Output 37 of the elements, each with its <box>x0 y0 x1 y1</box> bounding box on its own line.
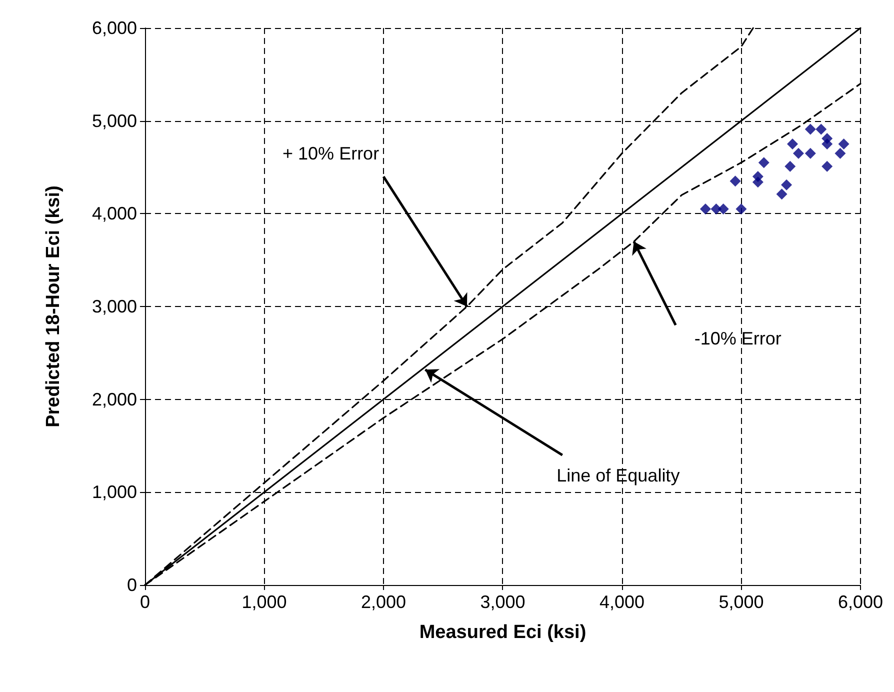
x-tick-label: 2,000 <box>360 592 406 612</box>
y-axis-title: Predicted 18-Hour Eci (ksi) <box>43 186 64 428</box>
point <box>787 138 798 150</box>
y-tick-label: 2,000 <box>92 389 137 410</box>
point <box>776 188 788 200</box>
point <box>752 176 764 188</box>
point <box>816 124 827 135</box>
x-tick-label: 4,000 <box>599 592 645 612</box>
annotation: -10% Error <box>694 328 782 349</box>
point <box>834 148 846 159</box>
point <box>758 157 770 168</box>
y-tick-label: 5,000 <box>92 110 137 131</box>
x-tick-label: 1,000 <box>242 592 287 612</box>
x-tick-label: 6,000 <box>838 592 883 612</box>
point <box>822 160 833 172</box>
x-tick-label: 3,000 <box>480 592 526 612</box>
x-tick-label: 5,000 <box>718 592 764 612</box>
point <box>822 138 833 150</box>
point <box>736 204 747 215</box>
annotation: + 10% Error <box>282 143 380 164</box>
y-tick-label: 4,000 <box>92 204 137 224</box>
point <box>784 160 796 172</box>
point <box>838 138 850 150</box>
y-tick-label: 1,000 <box>92 482 137 502</box>
point <box>804 124 816 135</box>
point <box>700 204 711 215</box>
y-tick-label: 0 <box>126 575 137 595</box>
x-tick-label: 0 <box>140 592 150 612</box>
point <box>730 176 741 187</box>
y-tick-label: 6,000 <box>92 18 137 38</box>
x-axis-title: Measured Eci (ksi) <box>419 622 586 643</box>
y-tick-label: 3,000 <box>92 296 137 316</box>
point <box>718 204 729 215</box>
point <box>804 148 816 159</box>
point <box>792 148 804 159</box>
point <box>781 179 792 190</box>
annotation: Line of Equality <box>556 466 680 486</box>
